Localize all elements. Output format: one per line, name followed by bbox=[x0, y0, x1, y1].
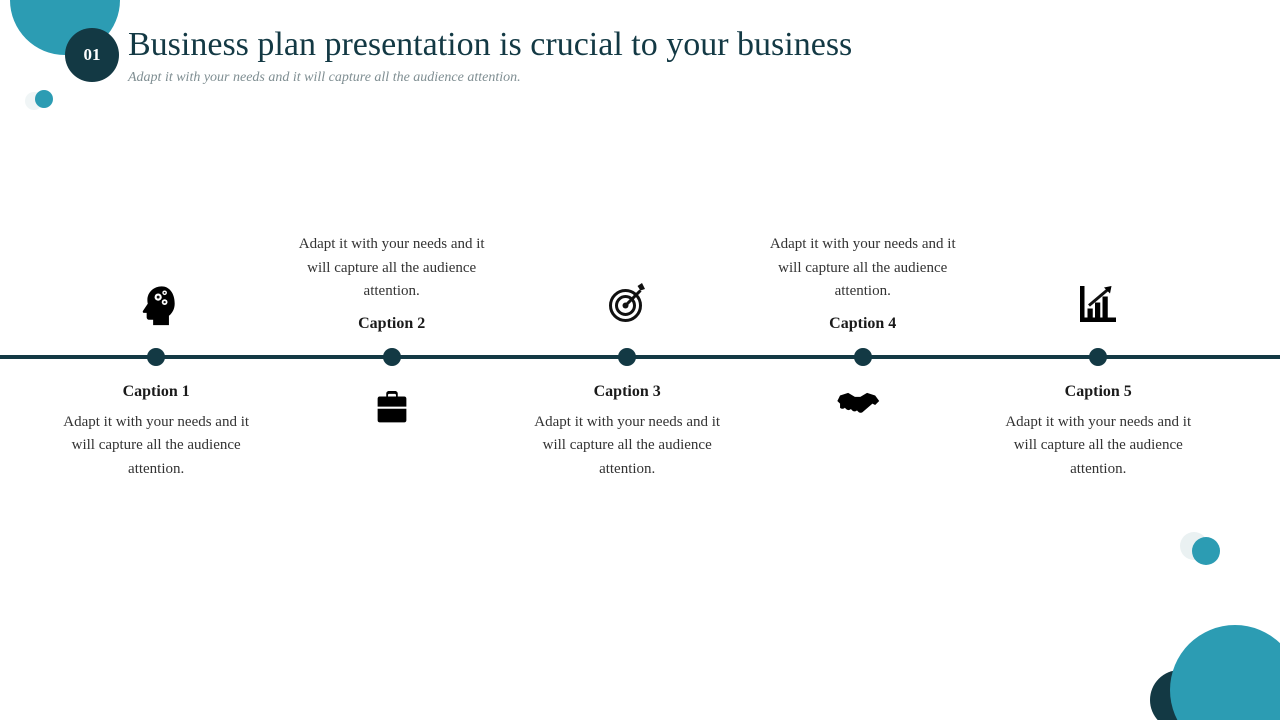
timeline-item-5-icon-wrap bbox=[998, 280, 1198, 333]
timeline-item-4-icon-wrap bbox=[763, 385, 963, 430]
caption-label: Caption 5 bbox=[998, 383, 1198, 401]
slide-title: Business plan presentation is crucial to… bbox=[128, 26, 852, 64]
decor-dot-bottom-right bbox=[1192, 537, 1220, 565]
timeline-item-2-icon-wrap bbox=[292, 385, 492, 436]
briefcase-icon bbox=[292, 385, 492, 436]
timeline-line bbox=[0, 355, 1280, 359]
caption-desc: Adapt it with your needs and it will cap… bbox=[763, 233, 963, 303]
timeline-item-1-icon-wrap bbox=[56, 282, 256, 333]
timeline-item-3: Caption 3 Adapt it with your needs and i… bbox=[527, 377, 727, 481]
slide-subtitle: Adapt it with your needs and it will cap… bbox=[128, 70, 521, 86]
caption-label: Caption 1 bbox=[56, 383, 256, 401]
timeline-item-2: Adapt it with your needs and it will cap… bbox=[292, 233, 492, 333]
timeline-dot bbox=[618, 348, 636, 366]
bar-chart-arrow-icon bbox=[998, 280, 1198, 333]
caption-desc: Adapt it with your needs and it will cap… bbox=[998, 411, 1198, 481]
caption-desc: Adapt it with your needs and it will cap… bbox=[56, 411, 256, 481]
caption-label: Caption 2 bbox=[292, 315, 492, 333]
head-gears-icon bbox=[56, 282, 256, 333]
caption-desc: Adapt it with your needs and it will cap… bbox=[527, 411, 727, 481]
timeline-item-3-icon-wrap bbox=[527, 280, 727, 333]
timeline-item-1: Caption 1 Adapt it with your needs and i… bbox=[56, 377, 256, 481]
slide: 01 Business plan presentation is crucial… bbox=[0, 0, 1280, 720]
timeline-item-4: Adapt it with your needs and it will cap… bbox=[763, 233, 963, 333]
timeline-dot bbox=[1089, 348, 1107, 366]
slide-number-badge: 01 bbox=[65, 28, 119, 82]
timeline-item-5: Caption 5 Adapt it with your needs and i… bbox=[998, 377, 1198, 481]
timeline-dot bbox=[854, 348, 872, 366]
caption-label: Caption 3 bbox=[527, 383, 727, 401]
caption-label: Caption 4 bbox=[763, 315, 963, 333]
timeline-dot bbox=[383, 348, 401, 366]
decor-dot-top-left bbox=[35, 90, 53, 108]
timeline-dot bbox=[147, 348, 165, 366]
handshake-icon bbox=[763, 385, 963, 430]
slide-number: 01 bbox=[84, 45, 101, 65]
target-icon bbox=[527, 280, 727, 333]
decor-circle-bottom-right bbox=[1170, 625, 1280, 720]
caption-desc: Adapt it with your needs and it will cap… bbox=[292, 233, 492, 303]
